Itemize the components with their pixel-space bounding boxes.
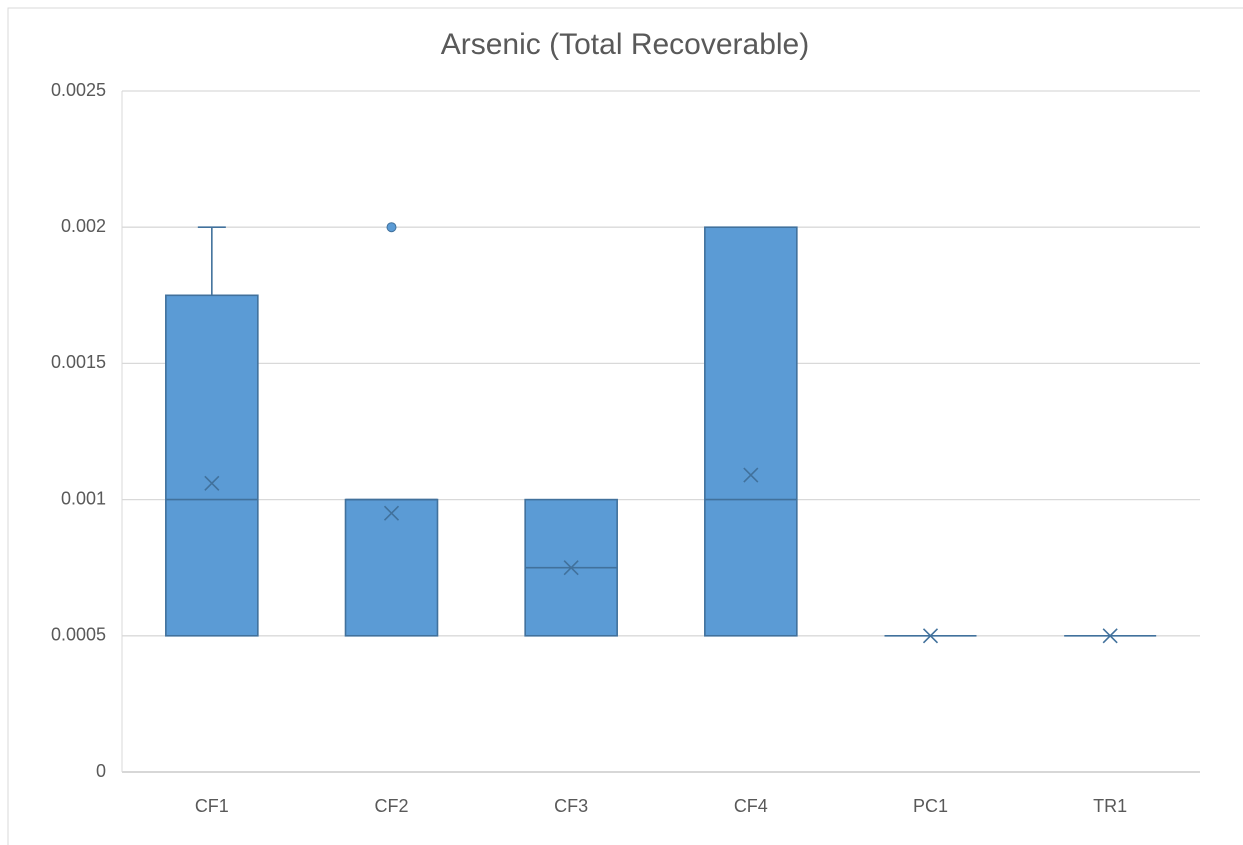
x-tick-label: CF4 [734,796,768,816]
y-tick-label: 0.0005 [51,625,106,645]
mean-marker [204,475,220,491]
x-tick-label: PC1 [913,796,948,816]
box [165,294,259,637]
x-tick-label: CF1 [195,796,229,816]
outlier [386,222,397,233]
y-tick-label: 0.001 [61,488,106,508]
x-tick-label: CF2 [374,796,408,816]
box [344,498,439,637]
mean-marker [383,505,400,521]
y-tick-label: 0.002 [61,216,106,236]
y-tick-label: 0.0015 [51,352,106,372]
x-tick-label: TR1 [1093,796,1127,816]
chart-title: Arsenic (Total Recoverable) [441,28,809,61]
x-tick-label: CF3 [554,796,588,816]
mean-marker [922,628,939,644]
mean-marker [743,467,759,483]
y-tick-label: 0.0025 [51,80,106,100]
mean-marker [563,560,579,576]
mean-marker [1102,628,1118,644]
box [704,226,798,637]
y-tick-label: 0 [96,761,106,781]
